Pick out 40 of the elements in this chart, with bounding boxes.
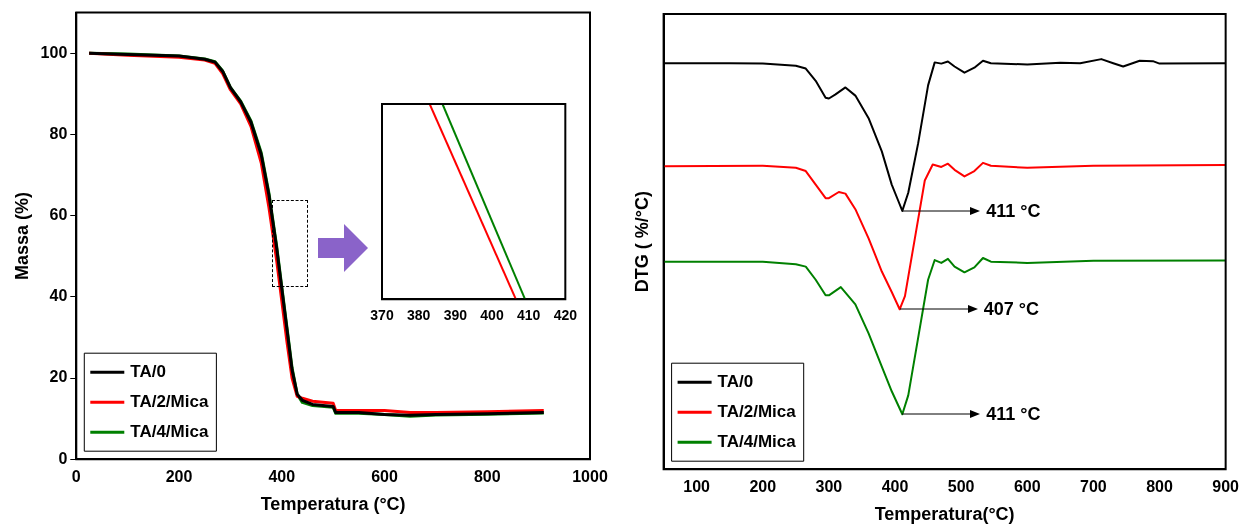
legend-label: TA/0 <box>130 361 166 381</box>
y-tick-label: 80 <box>49 124 68 142</box>
x-tick-label: 400 <box>268 468 296 486</box>
legend-label: TA/0 <box>717 371 754 391</box>
y-tick-label: 60 <box>49 206 68 224</box>
x-tick-label: 400 <box>480 307 504 324</box>
y-axis-title: DTG ( %/°C) <box>631 191 652 293</box>
x-tick-label: 380 <box>406 307 431 324</box>
annotation: 407 °C <box>983 298 1039 321</box>
x-tick-label: 800 <box>1146 478 1173 496</box>
annotation: 411 °C <box>986 403 1041 426</box>
x-tick-label: 1000 <box>572 468 608 486</box>
x-axis-title: Temperatura(°C) <box>874 504 1015 525</box>
y-axis-title: Massa (%) <box>11 191 32 280</box>
y-tick-label: 100 <box>40 43 68 61</box>
legend-label: TA/4/Mica <box>717 431 797 451</box>
x-tick-label: 200 <box>165 468 193 486</box>
x-tick-label: 700 <box>1080 478 1107 496</box>
y-tick-label: 20 <box>49 368 68 386</box>
x-tick-label: 300 <box>815 478 843 496</box>
x-tick-label: 600 <box>1013 478 1041 496</box>
x-tick-label: 900 <box>1212 478 1240 496</box>
x-tick-label: 420 <box>553 307 578 324</box>
annotation: 411 °C <box>986 199 1041 222</box>
x-tick-label: 0 <box>71 468 81 486</box>
x-tick-label: 200 <box>749 478 777 496</box>
y-tick-label: 40 <box>49 287 68 305</box>
x-tick-label: 600 <box>371 468 398 486</box>
x-axis-title: Temperatura (°C) <box>260 494 406 515</box>
legend-label: TA/4/Mica <box>130 421 209 441</box>
x-tick-label: 370 <box>370 307 394 324</box>
x-tick-label: 500 <box>947 478 975 496</box>
y-tick-label: 0 <box>58 449 68 467</box>
legend-label: TA/2/Mica <box>130 391 209 411</box>
x-tick-label: 390 <box>443 307 468 324</box>
x-tick-label: 400 <box>881 478 909 496</box>
x-tick-label: 100 <box>683 478 711 496</box>
legend-label: TA/2/Mica <box>717 401 797 421</box>
x-tick-label: 800 <box>473 468 501 486</box>
x-tick-label: 410 <box>516 307 541 324</box>
